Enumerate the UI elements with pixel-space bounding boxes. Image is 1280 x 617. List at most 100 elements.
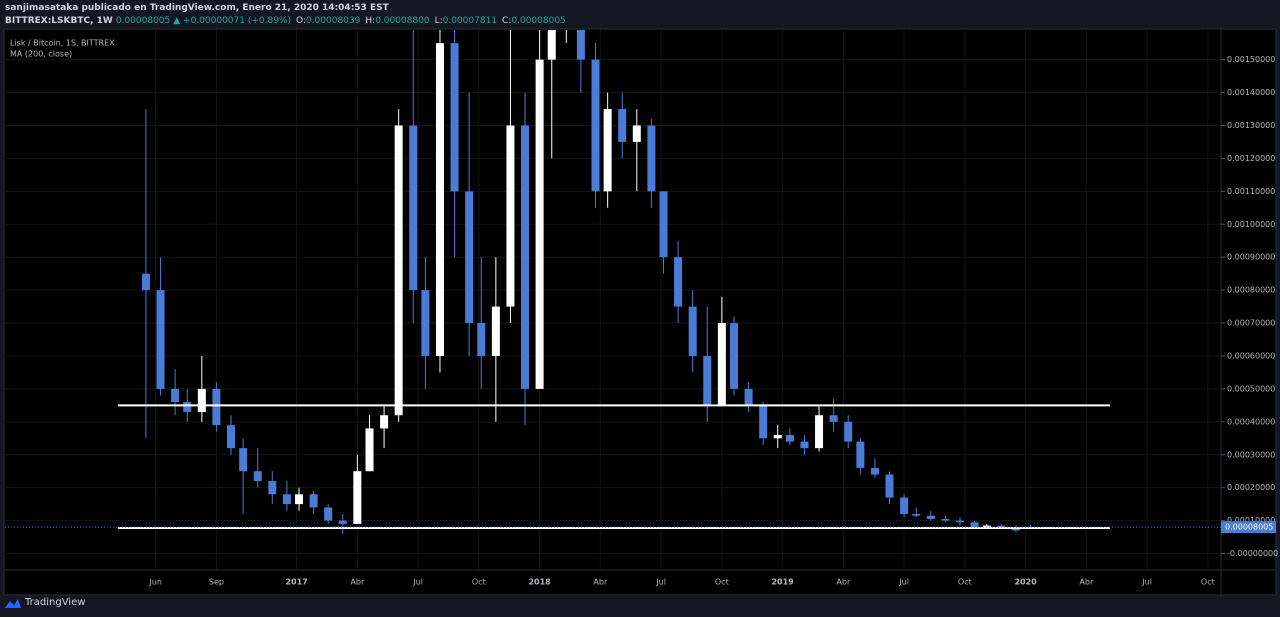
- symbol[interactable]: BITTREX:LSKBTC, 1W: [5, 16, 113, 26]
- x-tick-label: Abr: [1079, 578, 1094, 587]
- x-tick-label: 2020: [1014, 578, 1037, 587]
- x-tick-label: 2019: [771, 578, 794, 587]
- x-tick-label: Oct: [472, 578, 486, 587]
- candle-body: [982, 525, 991, 528]
- footer: TradingView: [5, 597, 85, 608]
- candle-body: [688, 306, 697, 356]
- candle-body: [353, 471, 362, 524]
- candle-body: [773, 435, 782, 439]
- candle-body: [212, 388, 221, 426]
- candle-body: [282, 494, 291, 505]
- candle-body: [659, 191, 668, 258]
- candle-body: [674, 257, 683, 307]
- last-price: 0.00008005: [115, 16, 171, 26]
- x-tick-label: 2018: [528, 578, 551, 587]
- candle-body: [324, 507, 333, 521]
- candle-body: [885, 474, 894, 498]
- candle-body: [365, 428, 374, 472]
- candle-body: [535, 59, 544, 389]
- ohlc-value: 0.00008800: [375, 16, 430, 26]
- candle-body: [870, 467, 879, 475]
- x-tick-label: 2017: [285, 578, 307, 587]
- x-tick-label: Jul: [1141, 578, 1152, 587]
- ohlc-label: H:: [365, 16, 376, 26]
- chart-title: Lisk / Bitcoin, 1S, BITTREX: [10, 39, 115, 48]
- candle-body: [521, 125, 530, 389]
- candle-body: [197, 388, 206, 412]
- candle-body: [450, 43, 459, 192]
- candle-body: [941, 518, 950, 521]
- candle-body: [171, 388, 180, 403]
- y-tick-label: 0.00120000: [1227, 154, 1275, 163]
- candle-body: [955, 520, 964, 523]
- candle-body: [435, 43, 444, 356]
- x-tick-label: Abr: [836, 578, 851, 587]
- header: sanjimasataka publicado en TradingView.c…: [5, 2, 1275, 28]
- candle-body: [465, 191, 474, 324]
- candle-body: [156, 290, 165, 389]
- candle-body: [239, 448, 248, 472]
- last-price-box: [1221, 521, 1276, 534]
- candle-body: [800, 441, 809, 449]
- x-tick-label: Jul: [655, 578, 666, 587]
- candle-body: [815, 415, 824, 449]
- y-tick-label: 0.00140000: [1227, 88, 1275, 97]
- candle-body: [717, 323, 726, 406]
- x-tick-label: Jun: [148, 578, 162, 587]
- x-tick-label: Sep: [209, 578, 224, 587]
- price-change: ▲ +0.00000071 (+0.89%): [173, 16, 291, 26]
- candle-body: [409, 125, 418, 291]
- x-tick-label: Oct: [1201, 578, 1215, 587]
- last-price-label: 0.00008005: [1225, 523, 1273, 532]
- candle-body: [926, 515, 935, 519]
- candle-body: [785, 435, 794, 442]
- candle-body: [338, 520, 347, 524]
- candle-body: [856, 441, 865, 468]
- y-tick-label: 0.00030000: [1227, 450, 1275, 459]
- x-tick-label: Jul: [898, 578, 909, 587]
- candle-body: [226, 425, 235, 449]
- brand[interactable]: TradingView: [25, 597, 86, 608]
- candle-body: [591, 59, 600, 192]
- y-tick-label: 0.00020000: [1227, 483, 1275, 492]
- candle-body: [295, 494, 304, 505]
- y-tick-label: 0.00010000: [1227, 516, 1275, 525]
- x-tick-label: Abr: [350, 578, 365, 587]
- ohlc-value: 0.00008039: [305, 16, 361, 26]
- publisher: sanjimasataka publicado en TradingView.c…: [5, 3, 389, 13]
- logo: [5, 598, 21, 608]
- ohlc-value: 0.00008005: [511, 16, 566, 26]
- candle-body: [421, 290, 430, 356]
- candle-body: [744, 388, 753, 406]
- candle-body: [730, 323, 738, 389]
- chart-frame: [3, 28, 1277, 596]
- candle-body: [844, 421, 853, 442]
- candle-body: [547, 30, 556, 60]
- ohlc-value: 0.00007811: [442, 16, 498, 26]
- x-tick-label: Jul: [412, 578, 423, 587]
- ohlc-label: O:: [296, 16, 306, 26]
- ohlc-label: L:: [434, 16, 443, 26]
- candle-body: [603, 109, 612, 192]
- candle-body: [253, 471, 262, 482]
- x-tick-label: Abr: [593, 578, 608, 587]
- candle-body: [576, 30, 585, 60]
- candle-body: [506, 125, 515, 307]
- candle-body: [759, 405, 768, 439]
- candle-body: [477, 323, 486, 356]
- candle-body: [632, 125, 641, 142]
- candle-body: [183, 402, 192, 412]
- candle-body: [309, 494, 318, 508]
- y-tick-label: 0.00110000: [1227, 187, 1275, 196]
- y-tick-label: 0.00040000: [1227, 417, 1275, 426]
- y-tick-label: 0.00070000: [1227, 319, 1275, 328]
- candle-body: [997, 525, 1006, 528]
- candle-body: [703, 355, 712, 406]
- y-tick-label: -0.00000000: [1227, 549, 1278, 558]
- y-tick-label: 0.00080000: [1227, 286, 1275, 295]
- candle-body: [618, 109, 627, 142]
- y-tick-label: 0.00060000: [1227, 351, 1275, 360]
- x-tick-label: Oct: [715, 578, 729, 587]
